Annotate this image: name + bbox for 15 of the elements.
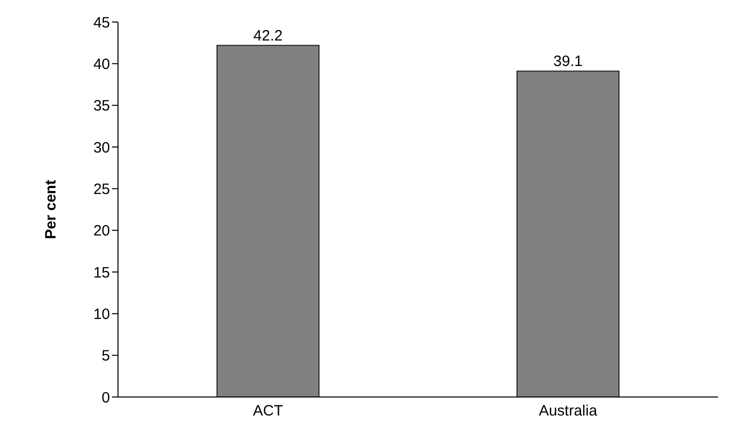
y-tick-label: 10 <box>93 306 110 323</box>
y-axis-title: Per cent <box>42 180 60 240</box>
y-tick-label: 25 <box>93 180 110 198</box>
y-tick-label: 30 <box>93 139 110 156</box>
data-label: 42.2 <box>253 27 283 44</box>
y-tick-label: 35 <box>93 98 110 115</box>
data-label: 39.1 <box>553 53 583 70</box>
y-tick-label: 40 <box>93 56 110 73</box>
y-tick-label: 45 <box>93 14 110 32</box>
x-tick-label: ACT <box>253 402 283 420</box>
y-tick-label: 0 <box>102 389 110 406</box>
y-tick-label: 15 <box>93 264 110 282</box>
x-tick-label: Australia <box>538 402 598 420</box>
y-tick-label: 5 <box>102 348 110 365</box>
y-tick-label: 20 <box>93 222 110 240</box>
